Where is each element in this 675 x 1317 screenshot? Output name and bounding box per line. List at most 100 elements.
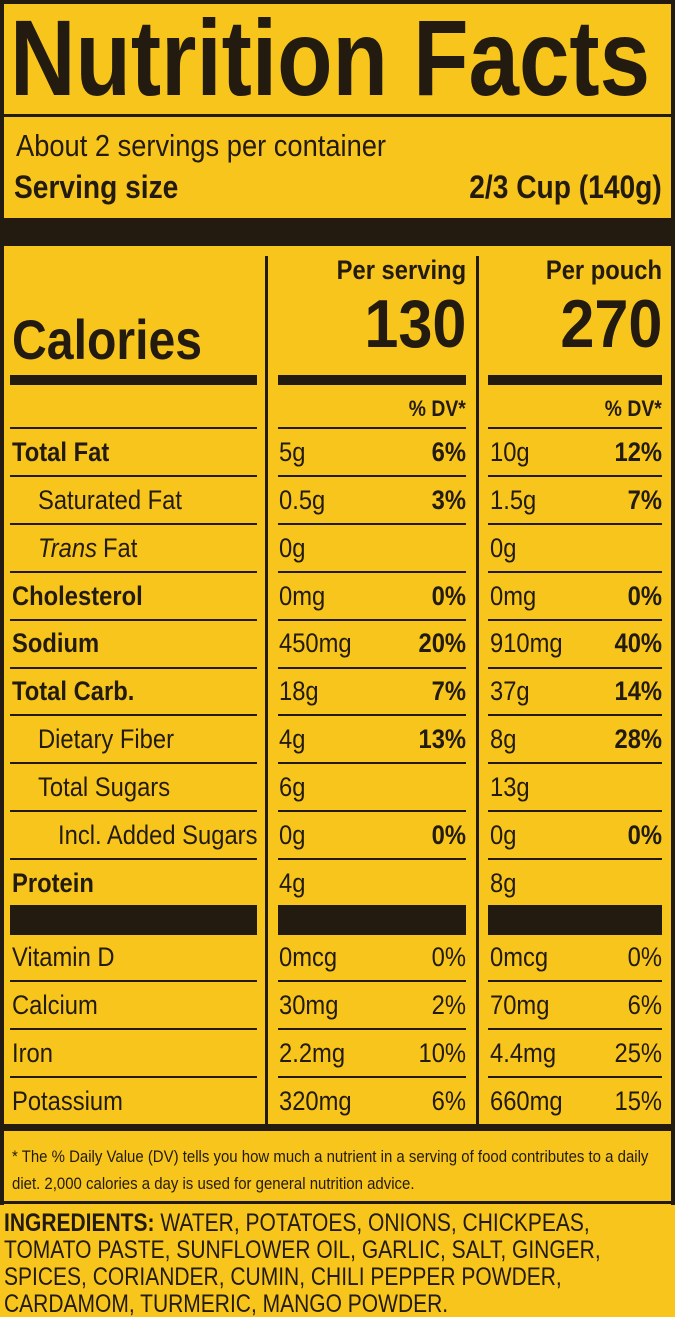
thick-rule: [10, 375, 257, 385]
rule: [10, 570, 257, 573]
ingredients-text: WATER, POTATOES, ONIONS, CHICKPEAS, TOMA…: [4, 1209, 601, 1317]
daily-value: 3%: [431, 484, 466, 515]
daily-value: 14%: [614, 676, 662, 707]
servings: About 2 servings per container: [16, 128, 387, 164]
rule: [488, 714, 662, 717]
amount: 37g: [490, 676, 530, 707]
calories-label: Calories: [12, 308, 203, 372]
rule: [10, 522, 257, 525]
title: Nutrition Facts: [10, 0, 651, 119]
rule: [278, 474, 466, 477]
rule: [278, 1028, 466, 1030]
calories-value: 270: [559, 286, 662, 363]
column-divider: [265, 256, 268, 1126]
rule: [488, 762, 662, 765]
amount: 8g: [490, 867, 517, 898]
daily-value: 0%: [431, 941, 466, 972]
nutrient-name: Trans: [38, 532, 97, 563]
rule: [278, 618, 466, 621]
frame-left: [0, 0, 4, 1205]
amount: 4.4mg: [490, 1037, 557, 1068]
column-divider: [476, 256, 479, 1126]
amount: 6g: [279, 772, 306, 803]
rule: [10, 618, 257, 621]
rule: [488, 858, 662, 861]
rule: [10, 858, 257, 861]
ingredients-label: INGREDIENTS:: [4, 1209, 155, 1237]
daily-value: 40%: [614, 628, 662, 659]
rule: [278, 810, 466, 813]
rule: [10, 714, 257, 717]
daily-value: 15%: [614, 1085, 662, 1116]
amount: 0g: [279, 820, 306, 850]
daily-value: 0%: [627, 820, 662, 850]
amount: 5g: [279, 436, 306, 467]
rule: [278, 1076, 466, 1078]
serving-size: 2/3 Cup (140g): [469, 168, 662, 205]
rule: [10, 1076, 257, 1078]
thick-bar: [10, 905, 257, 935]
daily-value: 6%: [431, 436, 466, 467]
rule: [488, 618, 662, 621]
frame-top: [0, 0, 675, 4]
daily-value: 7%: [431, 676, 466, 707]
daily-value: 25%: [614, 1037, 662, 1068]
amount: 10g: [490, 436, 530, 467]
amount: 13g: [490, 772, 530, 803]
rule: [10, 810, 257, 813]
rule: [10, 666, 257, 669]
daily-value: 7%: [627, 484, 662, 515]
amount: 4g: [279, 724, 306, 755]
thick-rule: [4, 1124, 671, 1131]
rule: [488, 427, 662, 429]
amount: 1.5g: [490, 484, 537, 515]
nutrient-name: Total Carb.: [12, 676, 135, 707]
daily-value: 2%: [431, 989, 466, 1020]
calories-value: 130: [363, 286, 466, 363]
amount: 450mg: [279, 628, 352, 659]
rule: [10, 1028, 257, 1030]
nutrient-name: Protein: [12, 867, 94, 898]
rule: [278, 762, 466, 765]
amount: 0mcg: [279, 941, 338, 972]
thick-rule: [278, 375, 466, 385]
rule: [488, 522, 662, 525]
daily-value: 13%: [418, 724, 466, 755]
amount: 0mcg: [490, 941, 549, 972]
amount: 30mg: [279, 989, 339, 1020]
frame-bottom: [0, 1201, 675, 1204]
amount: 8g: [490, 724, 517, 755]
daily-value: 20%: [418, 628, 466, 659]
vitamin-name: Potassium: [12, 1085, 123, 1116]
amount: 0mg: [490, 580, 537, 611]
daily-value: 12%: [614, 436, 662, 467]
rule: [278, 570, 466, 573]
nutrient-name: Cholesterol: [12, 580, 143, 611]
nutrient-name: Saturated Fat: [38, 484, 182, 515]
rule: [10, 474, 257, 477]
daily-value: 28%: [614, 724, 662, 755]
thick-bar: [278, 905, 466, 935]
vitamin-name: Vitamin D: [12, 941, 115, 972]
nutrient-name: Incl. Added Sugars: [58, 820, 258, 850]
rule: [10, 427, 257, 429]
daily-value: 0%: [431, 820, 466, 850]
amount: 910mg: [490, 628, 563, 659]
daily-value: 6%: [627, 989, 662, 1020]
rule: [278, 858, 466, 861]
dv-header: % DV*: [604, 395, 662, 421]
nutrient-name: Dietary Fiber: [38, 724, 175, 755]
amount: 4g: [279, 867, 306, 898]
amount: 0mg: [279, 580, 326, 611]
rule: [10, 980, 257, 982]
column-header: Per pouch: [545, 254, 662, 285]
amount: 0g: [279, 532, 306, 563]
rule: [488, 570, 662, 573]
amount: 70mg: [490, 989, 550, 1020]
daily-value: 0%: [627, 580, 662, 611]
rule: [10, 762, 257, 765]
rule: [4, 114, 671, 117]
daily-value: 10%: [418, 1037, 466, 1068]
rule: [278, 714, 466, 717]
